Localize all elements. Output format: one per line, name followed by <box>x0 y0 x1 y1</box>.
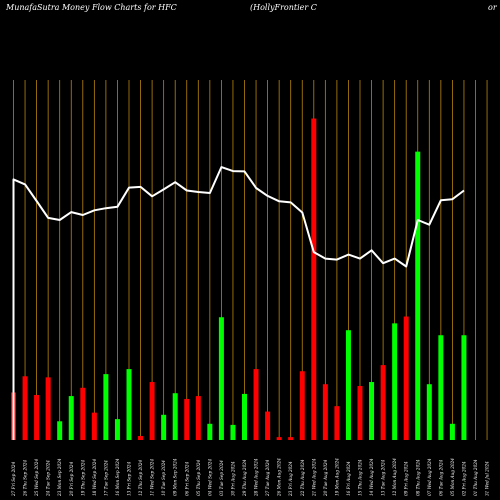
x-tick-label: 19 Thu Sep 2024 <box>80 459 85 496</box>
money-flow-bar <box>403 316 409 440</box>
money-flow-bar <box>230 424 236 440</box>
money-flow-bar <box>91 412 97 440</box>
x-tick-label: 06 Fri Sep 2024 <box>184 461 189 496</box>
chart-title-clipped: or <box>488 3 498 12</box>
x-tick-label: 23 Mon Sep 2024 <box>57 458 62 497</box>
money-flow-bar <box>288 437 294 440</box>
x-tick-label: 31 Wed Jul 2024 <box>485 461 490 496</box>
money-flow-bar <box>449 423 455 440</box>
money-flow-bar <box>392 323 398 440</box>
money-flow-bar <box>45 377 51 440</box>
money-flow-bar <box>149 382 155 440</box>
money-flow-bar <box>369 382 375 440</box>
money-flow-bar <box>218 317 224 440</box>
bars <box>11 118 467 441</box>
money-flow-line <box>12 166 465 440</box>
money-flow-bar <box>380 365 386 440</box>
money-flow-bar <box>276 437 282 440</box>
x-tick-label: 09 Fri Aug 2024 <box>404 461 409 496</box>
money-flow-bar <box>161 414 167 440</box>
x-tick-label: 16 Fri Aug 2024 <box>346 461 351 496</box>
money-flow-bar <box>322 384 328 440</box>
x-tick-label: 21 Wed Aug 2024 <box>311 458 316 497</box>
x-tick-label: 14 Wed Aug 2024 <box>369 458 374 496</box>
money-flow-bar <box>253 369 259 440</box>
x-tick-label: 01 Thu Aug 2024 <box>473 459 478 496</box>
money-flow-bar <box>138 436 144 440</box>
x-tick-label: 26 Mon Aug 2024 <box>277 458 282 497</box>
x-tick-label: 23 Fri Aug 2024 <box>288 461 293 497</box>
x-tick-label: 05 Thu Sep 2024 <box>196 459 201 496</box>
money-flow-bar <box>334 406 340 440</box>
x-tick-label: 07 Wed Aug 2024 <box>427 458 432 496</box>
x-tick-label: 05 Mon Aug 2024 <box>450 458 455 496</box>
x-tick-label: 26 Thu Sep 2024 <box>23 459 28 497</box>
money-flow-bar <box>172 393 178 440</box>
money-flow-bar <box>57 421 63 440</box>
money-flow-bar <box>311 118 317 441</box>
x-tick-label: 13 Fri Sep 2024 <box>127 461 132 496</box>
x-tick-label: 20 Fri Sep 2024 <box>69 461 74 497</box>
x-tick-label: 04 Wed Sep 2024 <box>207 459 212 496</box>
x-tick-label: 03 Tue Sep 2024 <box>219 460 224 496</box>
x-tick-label: 09 Mon Sep 2024 <box>173 458 178 496</box>
x-tick-label: 29 Thu Aug 2024 <box>242 459 247 497</box>
money-flow-bar <box>103 374 109 440</box>
x-tick-label: 06 Tue Aug 2024 <box>438 459 443 496</box>
x-tick-label: 24 Tue Sep 2024 <box>46 460 51 497</box>
money-flow-bar <box>438 335 444 440</box>
money-flow-bar <box>415 151 421 440</box>
x-tick-label: 02 Fri Aug 2024 <box>461 461 466 496</box>
x-tick-label: 13 Tue Aug 2024 <box>381 459 386 496</box>
money-flow-bar <box>68 396 74 440</box>
money-flow-bar <box>242 393 247 440</box>
money-flow-bar <box>461 335 467 440</box>
x-tick-labels: 27 Fri Sep 2024 26 Thu Sep 2024 25 Wed Sep… <box>11 458 490 497</box>
x-tick-label: 12 Mon Aug 2024 <box>392 458 397 496</box>
money-flow-bar <box>265 411 271 440</box>
x-tick-label: 15 Thu Aug 2024 <box>358 459 363 496</box>
chart-title-company: (HollyFrontier C <box>250 3 317 12</box>
x-tick-label: 28 Wed Aug 2024 <box>254 458 259 497</box>
x-tick-label: 22 Thu Aug 2024 <box>300 459 305 497</box>
x-tick-label: 08 Thu Aug 2024 <box>415 459 420 496</box>
money-flow-bar <box>34 395 40 440</box>
chart-title: MunafaSutra Money Flow Charts for HFC <box>5 3 177 12</box>
money-flow-bar <box>126 369 132 440</box>
x-tick-label: 12 Thu Sep 2024 <box>138 459 143 496</box>
x-tick-label: 19 Mon Aug 2024 <box>334 458 339 496</box>
money-flow-line-group <box>12 166 465 440</box>
money-flow-bar <box>207 423 213 440</box>
x-tick-label: 27 Tue Aug 2024 <box>265 459 270 497</box>
money-flow-bar <box>357 386 363 440</box>
x-tick-label: 25 Wed Sep 2024 <box>34 459 39 497</box>
x-tick-label: 10 Tue Sep 2024 <box>161 460 166 496</box>
money-flow-bar <box>299 371 305 440</box>
money-flow-bar <box>114 419 120 440</box>
x-tick-label: 11 Wed Sep 2024 <box>150 459 155 496</box>
money-flow-bar <box>345 330 351 440</box>
money-flow-bar <box>184 398 190 440</box>
x-tick-label: 30 Fri Aug 2024 <box>230 461 235 496</box>
x-tick-label: 16 Mon Sep 2024 <box>115 458 120 496</box>
x-tick-label: 17 Tue Sep 2024 <box>103 460 108 496</box>
money-flow-bar <box>426 384 432 440</box>
money-flow-bar <box>22 376 28 440</box>
x-tick-label: 20 Tue Aug 2024 <box>323 459 328 497</box>
x-tick-label: 27 Fri Sep 2024 <box>11 461 16 497</box>
money-flow-bar <box>80 387 86 440</box>
money-flow-bar <box>195 396 201 440</box>
x-tick-label: 18 Wed Sep 2024 <box>92 459 97 496</box>
